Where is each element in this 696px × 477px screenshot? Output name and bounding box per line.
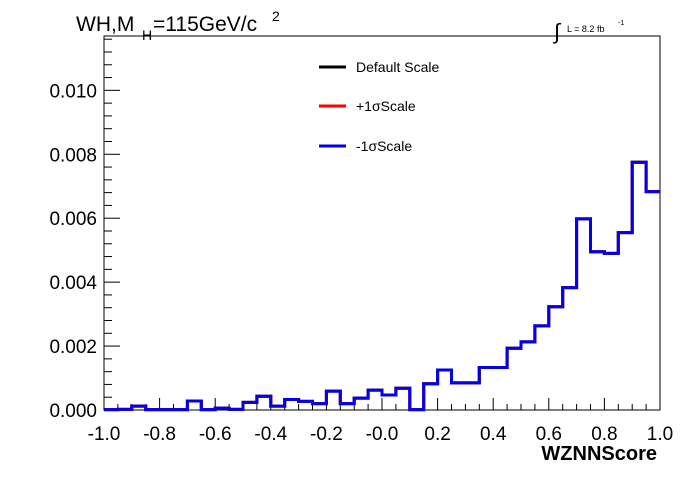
title-main: WH,M <box>76 13 134 36</box>
y-tick-label: 0.010 <box>49 81 97 102</box>
y-tick-label: 0.002 <box>49 337 97 358</box>
luminosity-label: ∫ L = 8.2 fb -1 <box>552 19 624 44</box>
x-tick-label: -0.8 <box>143 424 176 445</box>
title-subscript: H <box>142 27 152 43</box>
histogram-series <box>104 160 660 412</box>
x-tick-label: -0.6 <box>199 424 232 445</box>
legend-label-1: Default Scale <box>356 59 439 75</box>
x-tick-label: -1.0 <box>88 424 121 445</box>
y-tick-label: 0.004 <box>49 273 97 294</box>
title-rest: =115GeV/c <box>153 13 257 36</box>
lumi-integral: ∫ <box>552 19 562 44</box>
x-tick-label: 0.4 <box>480 424 507 445</box>
lumi-superscript: -1 <box>618 20 624 27</box>
lumi-text: L = 8.2 fb <box>567 24 604 34</box>
x-tick-label: 0.2 <box>424 424 450 445</box>
x-tick-label: -0.0 <box>366 424 399 445</box>
histogram-line-3 <box>104 160 660 412</box>
x-tick-label: -0.4 <box>254 424 287 445</box>
y-tick-label: 0.006 <box>49 209 97 230</box>
x-tick-label: 1.0 <box>647 424 673 445</box>
y-tick-label: 0.008 <box>49 145 97 166</box>
x-tick-label: 0.6 <box>536 424 562 445</box>
x-axis-tick-labels: -1.0 -0.8 -0.6 -0.4 -0.2 -0.0 0.2 0.4 0.6 0.8 1.0 <box>88 424 674 445</box>
x-tick-label: -0.2 <box>310 424 343 445</box>
legend-label-2: +1σScale <box>356 98 416 114</box>
y-axis-tick-labels: 0.000 0.002 0.004 0.006 0.008 0.010 <box>49 81 97 422</box>
x-tick-label: 0.8 <box>591 424 617 445</box>
x-axis-label: WZNNScore <box>541 443 657 465</box>
legend-label-3: -1σScale <box>356 138 412 154</box>
legend: Default Scale +1σScale -1σScale <box>319 59 439 154</box>
y-tick-label: 0.000 <box>49 401 97 422</box>
title-superscript: 2 <box>272 8 280 24</box>
chart-title: WH,M H =115GeV/c 2 <box>76 8 280 43</box>
